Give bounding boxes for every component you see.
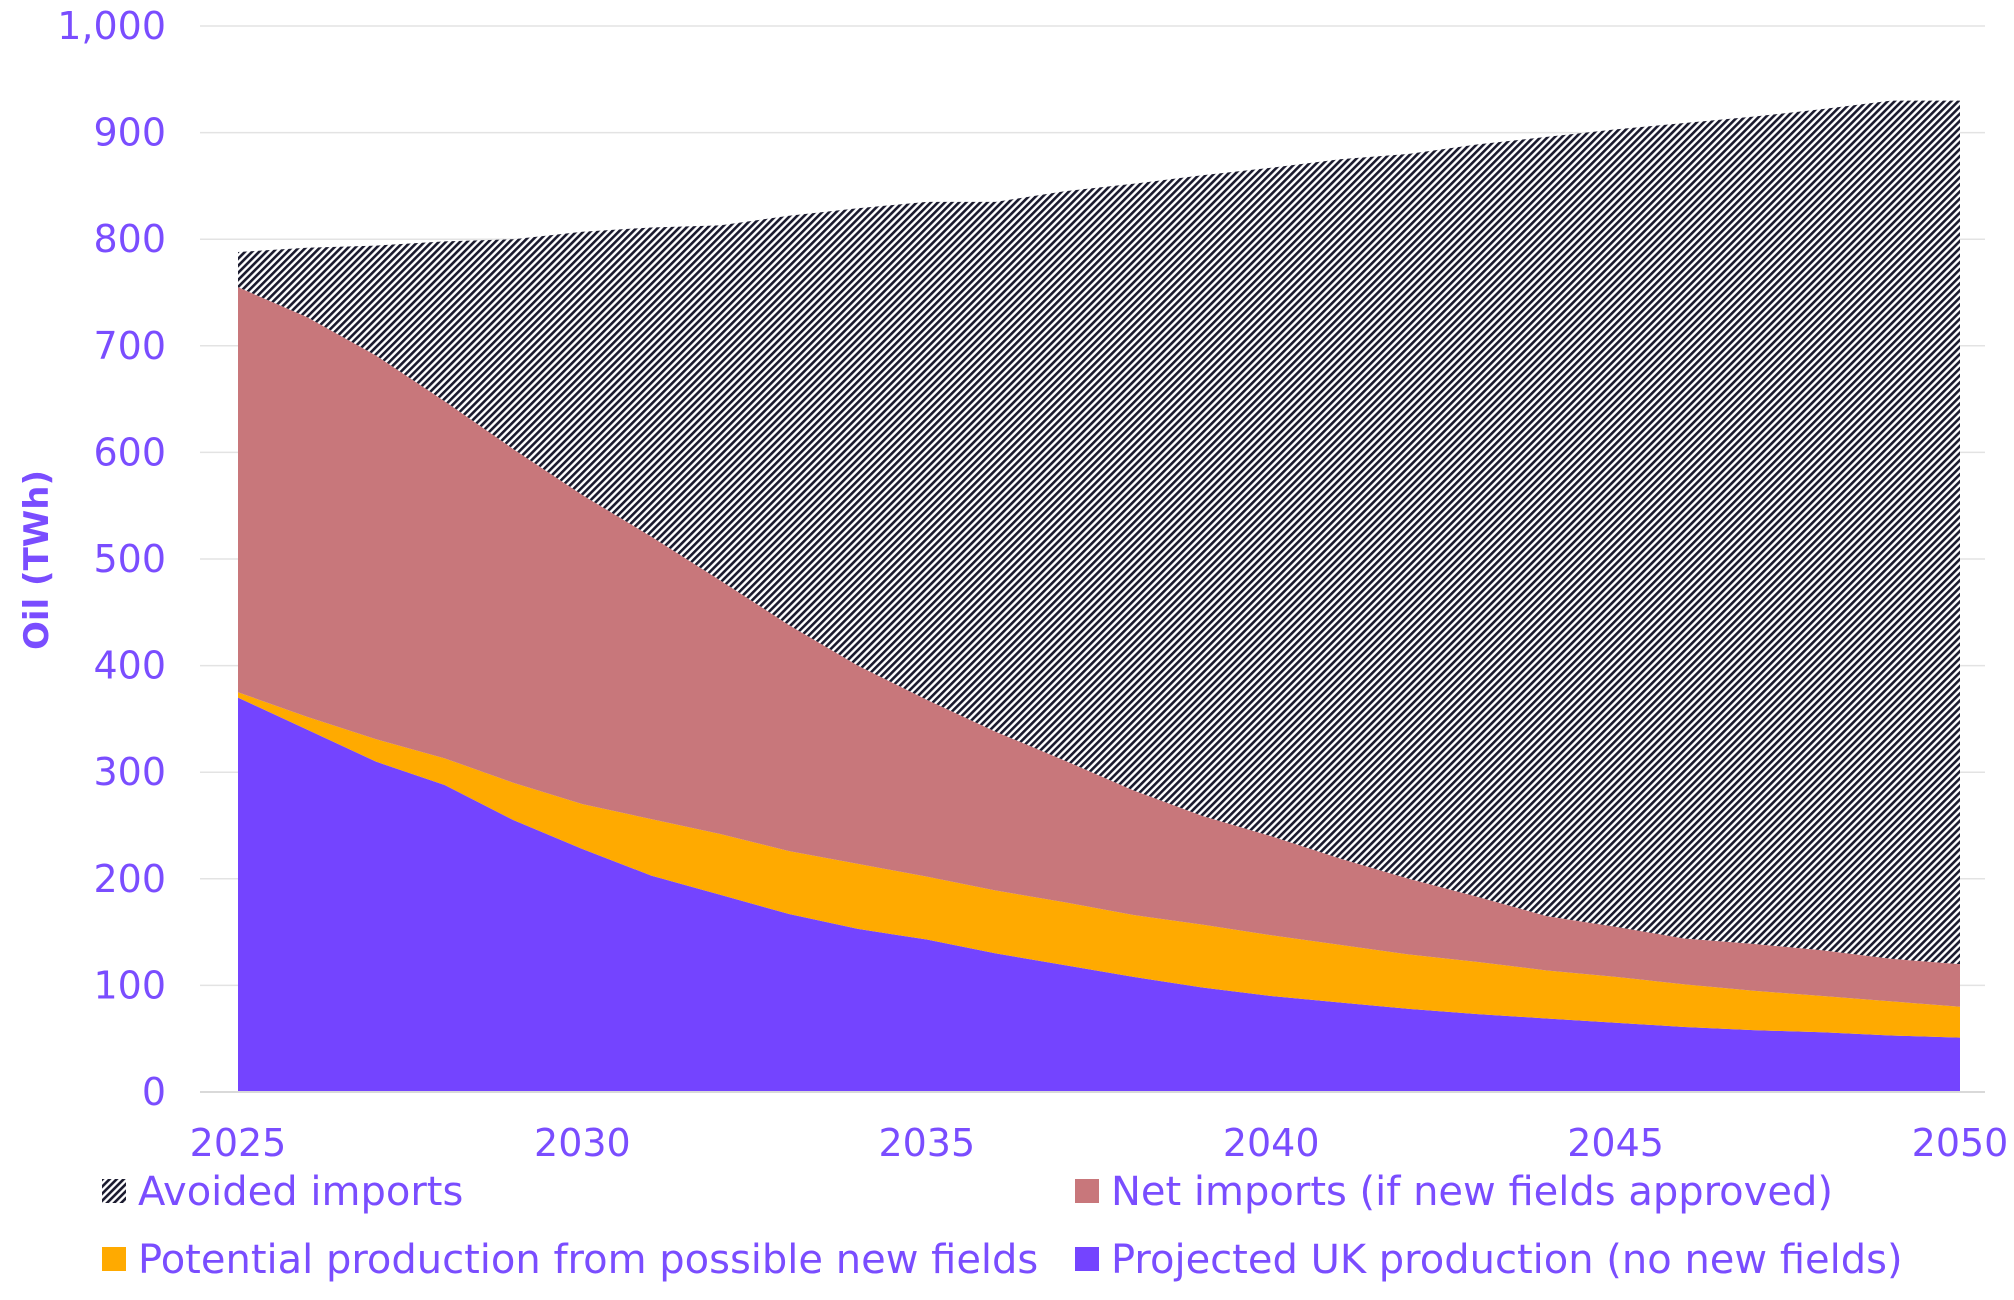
y-tick-label: 600 [93,430,166,474]
y-tick-label: 700 [93,324,166,368]
legend-label: Net imports (if new fields approved) [1111,1169,1833,1215]
legend-swatch [102,1179,126,1203]
y-tick-label: 100 [93,963,166,1007]
area-series [238,100,1960,1092]
x-tick-label: 2035 [878,1121,975,1165]
y-tick-label: 1,000 [57,4,166,48]
x-tick-label: 2030 [534,1121,631,1165]
y-tick-label: 200 [93,857,166,901]
y-axis-label: Oil (TWh) [17,470,57,650]
y-axis-tick-labels: 0 100 200 300 400 500 600 700 800 900 1,000 [57,4,166,1114]
x-tick-label: 2040 [1223,1121,1320,1165]
area-series-0 [238,697,1960,1092]
area-series-1 [238,692,1960,1038]
legend-label: Avoided imports [138,1169,463,1215]
y-tick-label: 800 [93,217,166,261]
legend-swatch [1075,1179,1099,1203]
legend-swatch [102,1247,126,1271]
legend-label: Potential production from possible new f… [138,1237,1038,1283]
x-tick-label: 2045 [1567,1121,1664,1165]
legend-label: Projected UK production (no new fields) [1111,1237,1903,1283]
y-tick-label: 500 [93,537,166,581]
area-series-2 [238,287,1960,1007]
legend-swatch [1075,1247,1099,1271]
x-axis-tick-labels: 2025 2030 2035 2040 2045 2050 [190,1121,2009,1165]
legend: Avoided imports Net imports (if new field… [102,1169,1903,1283]
y-tick-label: 300 [93,750,166,794]
area-series-3 [238,100,1960,965]
y-tick-label: 400 [93,644,166,688]
y-tick-label: 0 [142,1070,166,1114]
x-tick-label: 2050 [1912,1121,2009,1165]
x-tick-label: 2025 [190,1121,287,1165]
y-tick-label: 900 [93,111,166,155]
